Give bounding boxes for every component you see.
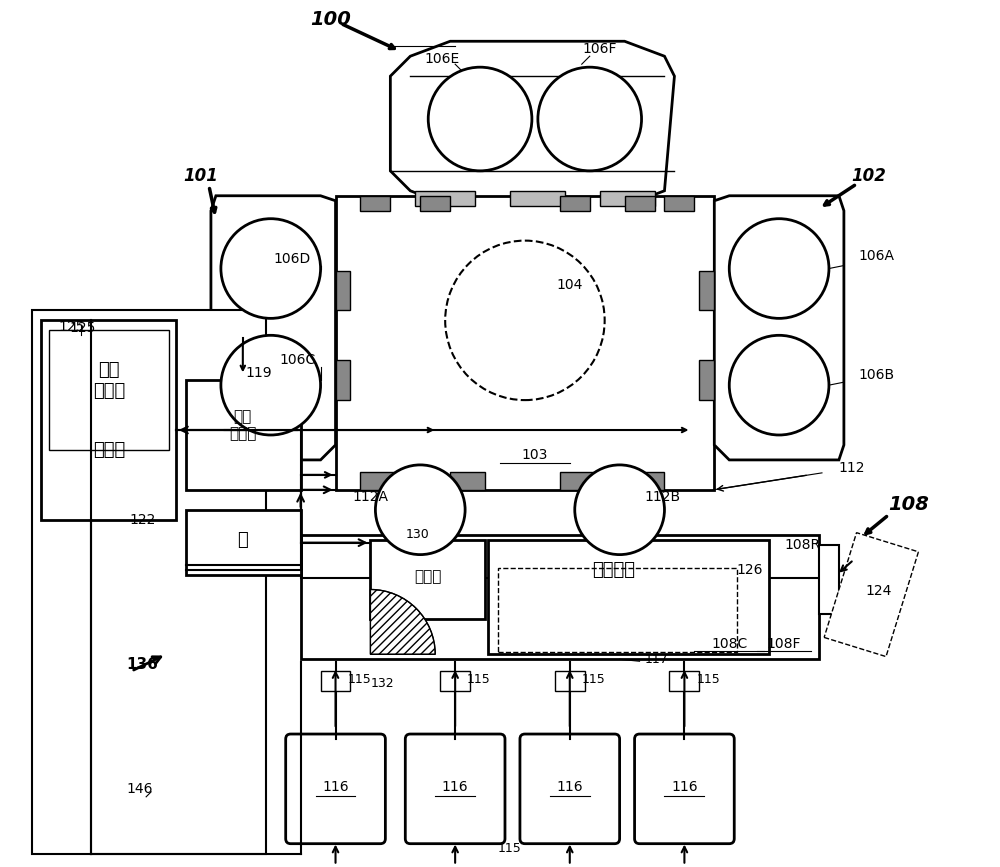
Text: 117: 117 [645,653,668,666]
Text: 125: 125 [58,320,85,335]
Text: 106B: 106B [859,368,895,382]
Bar [336,196,714,490]
Bar [301,535,819,659]
Text: 100: 100 [310,10,351,29]
Circle shape [428,67,532,171]
Bar [664,196,694,211]
Circle shape [538,67,642,171]
Bar [510,191,565,205]
Text: 106D: 106D [273,251,311,265]
Text: 115: 115 [498,842,522,855]
Bar [32,310,266,854]
Circle shape [575,465,664,555]
Text: 116: 116 [671,779,698,794]
Polygon shape [714,196,844,460]
Text: 阀: 阀 [237,531,248,549]
Circle shape [375,465,465,555]
Bar [41,321,176,519]
Text: 119: 119 [246,366,272,381]
Bar [370,539,485,619]
Circle shape [221,336,321,435]
Text: 116: 116 [556,779,583,794]
FancyBboxPatch shape [824,532,918,656]
Text: 106F: 106F [582,42,617,56]
Bar [321,671,350,691]
Bar [440,671,470,691]
Bar [450,472,485,490]
FancyBboxPatch shape [520,734,620,844]
Text: 103: 103 [522,448,548,462]
Bar [560,196,590,211]
Bar [360,196,390,211]
Bar [186,510,301,575]
Bar [498,568,737,652]
Circle shape [445,241,605,400]
Bar [488,539,769,655]
Text: 132: 132 [370,677,394,689]
Text: 115: 115 [467,673,491,686]
Text: 115: 115 [347,673,371,686]
Polygon shape [390,42,674,205]
Text: 146: 146 [126,782,153,796]
Text: 净化
气体源: 净化 气体源 [229,409,257,441]
FancyBboxPatch shape [405,734,505,844]
Text: 116: 116 [322,779,349,794]
Text: 控制器: 控制器 [93,441,125,459]
Bar [336,271,350,310]
Wedge shape [370,590,435,655]
Text: 106A: 106A [859,249,895,263]
Text: 136: 136 [126,657,158,672]
Bar [669,671,699,691]
Bar [630,472,664,490]
Text: 125: 125 [69,322,96,336]
Text: 124: 124 [866,584,892,598]
FancyBboxPatch shape [635,734,734,844]
Text: 加热
控制器: 加热 控制器 [93,361,125,400]
Bar [625,196,655,211]
Text: 108R: 108R [784,538,820,551]
Text: 108: 108 [888,495,929,514]
Bar [819,544,839,615]
Text: 传感器: 传感器 [415,569,442,584]
Polygon shape [211,196,336,460]
Text: 112A: 112A [352,490,388,504]
Text: 122: 122 [130,512,156,527]
Bar [360,472,395,490]
FancyBboxPatch shape [286,734,385,844]
Text: 加热构件: 加热构件 [592,561,635,578]
Text: 126: 126 [736,563,762,577]
Bar [555,671,585,691]
Text: 130: 130 [405,528,429,541]
Text: 112B: 112B [645,490,681,504]
Text: 115: 115 [582,673,605,686]
Bar [336,360,350,400]
Text: 112: 112 [839,461,865,475]
Bar [560,472,595,490]
Text: 116: 116 [442,779,468,794]
Bar [415,191,475,205]
Bar [49,330,169,450]
Text: 104: 104 [557,278,583,292]
Bar [699,360,714,400]
Text: 108C: 108C [711,637,747,651]
Bar [699,271,714,310]
Text: 106E: 106E [425,52,460,66]
Text: 102: 102 [851,166,886,185]
Circle shape [729,336,829,435]
Text: 106C: 106C [279,353,316,368]
Bar [186,380,301,490]
Text: 101: 101 [184,166,218,185]
Text: 108F: 108F [767,637,801,651]
Text: 115: 115 [696,673,720,686]
Circle shape [221,218,321,318]
Circle shape [729,218,829,318]
Bar [420,196,450,211]
Bar [600,191,655,205]
